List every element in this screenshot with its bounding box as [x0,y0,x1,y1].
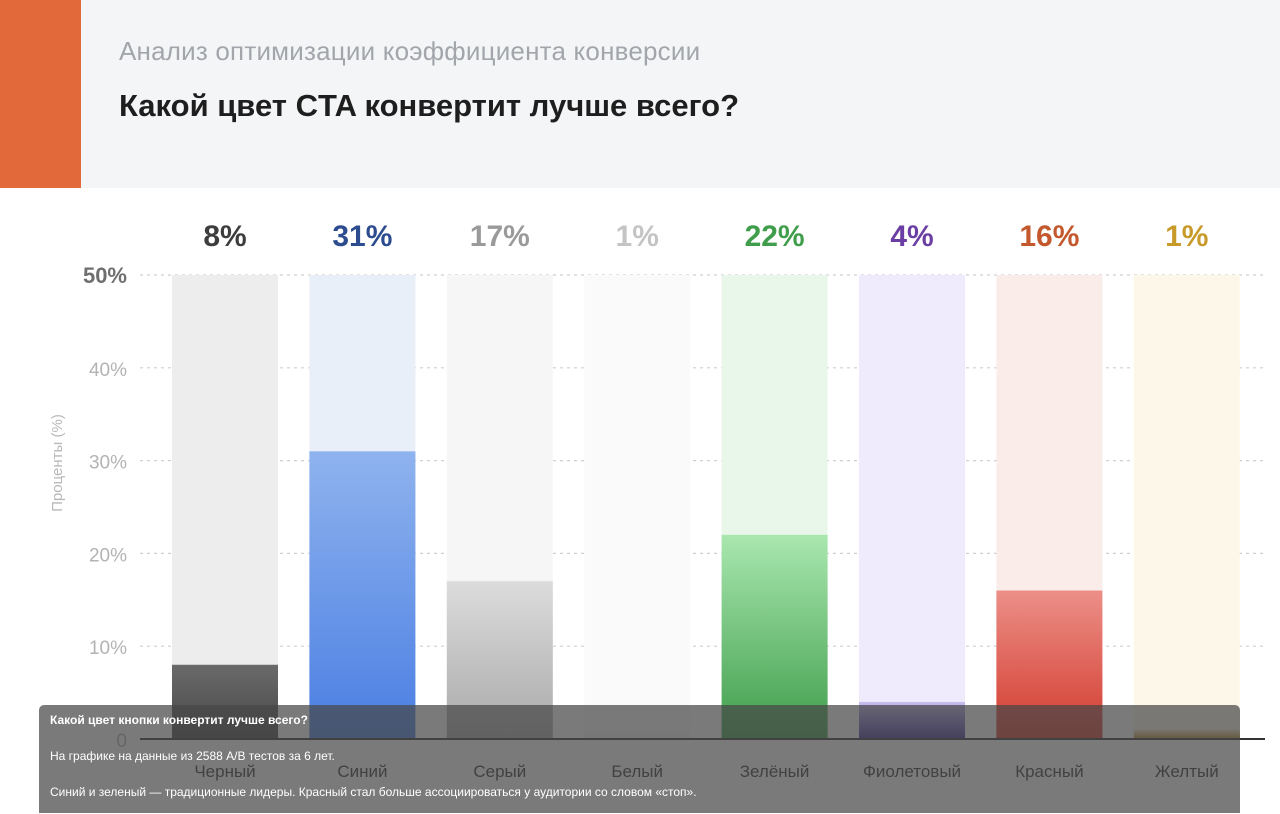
accent-stripe [0,0,81,188]
caption-question: Какой цвет кнопки конвертит лучше всего? [50,713,308,727]
bar-track [172,275,278,739]
bar-track [584,275,691,739]
bar-chart: 010%20%30%40%50%Проценты (%) 8%Черный31%… [49,220,1265,781]
y-tick-label: 20% [89,545,127,566]
page-subtitle: Анализ оптимизации коэффициента конверси… [119,36,701,66]
grid-lines [140,274,1265,647]
y-tick-label: 50% [83,263,127,288]
value-label: 8% [203,220,246,253]
caption-line-1: На графике на данные из 2588 A/B тестов … [50,749,335,763]
value-label: 1% [1165,220,1208,253]
bar-track [859,275,965,739]
value-label: 1% [616,220,659,253]
value-label: 17% [470,220,530,253]
caption-line-2: Синий и зеленый — традиционные лидеры. К… [50,785,697,799]
bar-2 [309,451,416,739]
value-label: 16% [1019,220,1079,253]
y-tick-label: 30% [89,453,127,474]
y-axis-label: Проценты (%) [49,414,66,512]
bar-5 [721,534,828,739]
caption-overlay: Какой цвет кнопки конвертит лучше всего?… [39,705,1240,813]
page-title: Какой цвет CTA конвертит лучше всего? [119,88,740,123]
header-panel: Анализ оптимизации коэффициента конверси… [0,0,1280,188]
bar-track [1133,275,1240,739]
y-tick-label: 10% [89,638,127,659]
value-label: 4% [890,220,933,253]
value-label: 31% [332,220,392,253]
y-tick-label: 40% [89,360,127,381]
value-label: 22% [745,220,805,253]
